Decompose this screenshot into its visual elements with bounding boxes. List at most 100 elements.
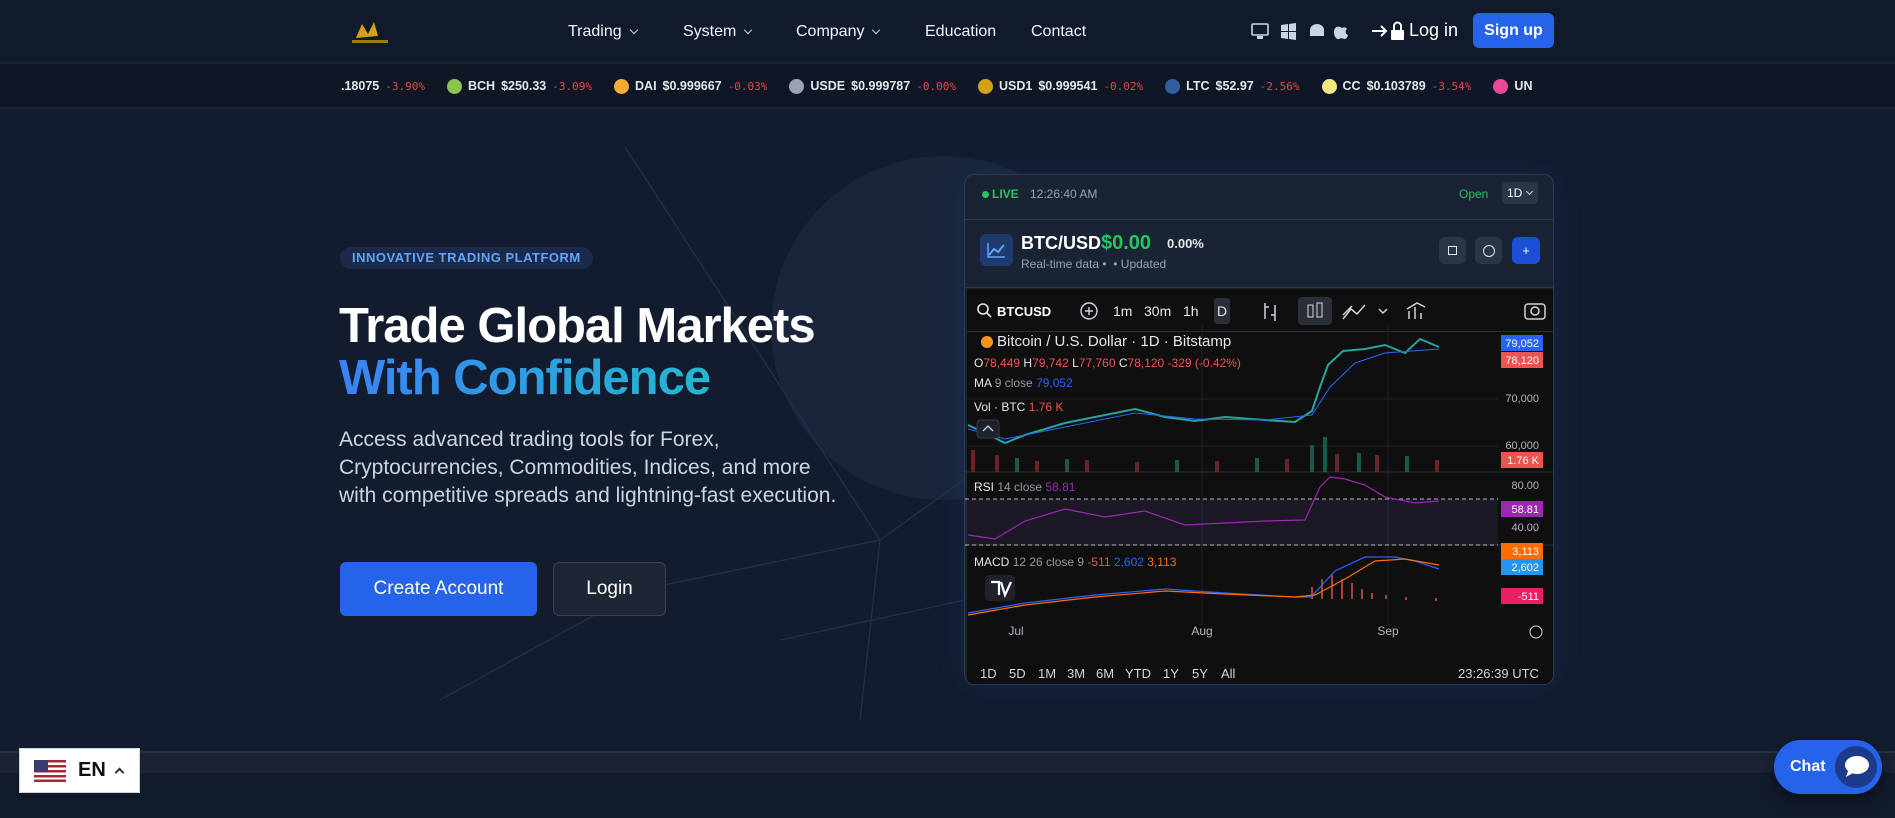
nav-chevron bbox=[872, 25, 881, 35]
login-button[interactable]: Login bbox=[553, 562, 666, 616]
ticker-change: -3.54% bbox=[1431, 79, 1472, 93]
range-button[interactable]: 6M bbox=[1096, 666, 1115, 681]
vol-name: Vol · BTC bbox=[974, 400, 1026, 414]
rsi-value: 58.81 bbox=[1045, 480, 1075, 494]
ticker-symbol: USD1 bbox=[998, 79, 1033, 93]
macd-hist-tag: -511 bbox=[1518, 591, 1539, 603]
ticker-price: $250.33 bbox=[501, 79, 547, 93]
vol-value: 1.76 K bbox=[1029, 400, 1064, 414]
ticker-symbol: USDE bbox=[810, 79, 846, 93]
ticker-icon bbox=[446, 78, 462, 94]
range-button[interactable]: 1Y bbox=[1163, 666, 1179, 681]
rsi-legend: RSI 14 close 58.81 bbox=[974, 480, 1076, 494]
hero-title-accent: With Confidence bbox=[339, 351, 711, 405]
nav-chevron bbox=[629, 25, 638, 35]
nav-chevron bbox=[744, 25, 753, 35]
nav-label: System bbox=[683, 23, 737, 40]
range-button[interactable]: 5Y bbox=[1192, 666, 1208, 681]
create-account-button[interactable]: Create Account bbox=[340, 562, 537, 616]
ticker-price: $0.999667 bbox=[662, 79, 722, 93]
macd-name: MACD bbox=[974, 555, 1010, 569]
add-button[interactable]: + bbox=[1512, 237, 1540, 264]
interval-button[interactable]: 1m bbox=[1113, 303, 1133, 319]
ohlc-key: C bbox=[1119, 356, 1128, 370]
market-status: Open bbox=[1459, 187, 1489, 201]
macd-tag: 2,602 bbox=[1511, 562, 1539, 574]
range-button[interactable]: 1M bbox=[1038, 666, 1057, 681]
ticker-icon bbox=[1493, 78, 1509, 94]
ticker-item: UN bbox=[1493, 78, 1533, 94]
ohlc-key: H bbox=[1023, 356, 1032, 370]
interval-select[interactable]: 1D bbox=[1502, 182, 1538, 204]
price-axis-label: 70,000 bbox=[1505, 393, 1539, 405]
ma-name: MA bbox=[974, 376, 992, 390]
pair-icon bbox=[980, 234, 1013, 266]
ohlc-key: L bbox=[1072, 356, 1079, 370]
interval-value: 1D bbox=[1507, 186, 1523, 200]
chat-button[interactable]: Chat bbox=[1774, 740, 1882, 794]
ticker-icon bbox=[1321, 78, 1337, 94]
nav-label: Company bbox=[796, 23, 865, 40]
range-button[interactable]: 5D bbox=[1009, 666, 1026, 681]
interval-button[interactable]: D bbox=[1214, 298, 1231, 324]
widget-time: 12:26:40 AM bbox=[1030, 187, 1098, 201]
chat-label: Chat bbox=[1790, 758, 1826, 775]
nav-item[interactable]: Company bbox=[796, 23, 881, 41]
ohlc-change: -329 (-0.42%) bbox=[1168, 356, 1241, 370]
nav-item[interactable]: Contact bbox=[1031, 23, 1086, 41]
rsi-axis-label: 80.00 bbox=[1511, 480, 1539, 492]
nav-item[interactable]: Education bbox=[925, 23, 996, 41]
target-button[interactable] bbox=[1475, 237, 1502, 264]
vol-legend: Vol · BTC 1.76 K bbox=[974, 400, 1063, 414]
logo[interactable] bbox=[348, 16, 394, 48]
nav-item[interactable]: Trading bbox=[568, 23, 638, 41]
macd-signal: 3,113 bbox=[1147, 555, 1176, 569]
ticker-price: $0.103789 bbox=[1366, 79, 1426, 93]
toolbar-icons bbox=[1264, 297, 1546, 325]
range-button[interactable]: YTD bbox=[1125, 666, 1151, 681]
range-button[interactable]: 1D bbox=[980, 666, 997, 681]
month-label: Aug bbox=[1191, 624, 1212, 638]
rsi-params: 14 close bbox=[997, 480, 1042, 494]
range-button[interactable]: All bbox=[1221, 666, 1236, 681]
signup-button[interactable]: Sign up bbox=[1473, 13, 1554, 48]
tradingview-chart: BTCUSD 1m 30m 1h D bbox=[967, 289, 1553, 684]
live-dot bbox=[982, 191, 989, 198]
range-button[interactable]: 3M bbox=[1067, 666, 1086, 681]
login-link[interactable]: Log in bbox=[1409, 20, 1459, 40]
month-label: Sep bbox=[1377, 624, 1399, 638]
ticker-change: -2.56% bbox=[1259, 79, 1300, 93]
updated-text: Updated bbox=[1120, 257, 1167, 271]
login-icon[interactable] bbox=[1370, 20, 1408, 42]
pair-price: $0.00 bbox=[1101, 232, 1152, 254]
ohlc-value: 79,742 bbox=[1032, 356, 1069, 370]
ticker-item: CC $0.103789 -3.54% bbox=[1321, 78, 1472, 94]
interval-button[interactable]: 30m bbox=[1144, 303, 1172, 319]
ma-tag: 79,052 bbox=[1505, 338, 1539, 350]
ticker-symbol: BCH bbox=[467, 79, 496, 93]
square-button[interactable] bbox=[1439, 237, 1466, 264]
ticker-icon bbox=[789, 78, 805, 94]
price-chart: Bitcoin / U.S. Dollar · 1D · BitstampO78… bbox=[965, 325, 1553, 639]
nav-item[interactable]: System bbox=[683, 23, 753, 41]
macd-line: 2,602 bbox=[1114, 555, 1144, 569]
ticker-icon bbox=[1165, 78, 1181, 94]
interval-button[interactable]: 1h bbox=[1183, 303, 1199, 319]
ticker-change: -0.02% bbox=[1103, 79, 1144, 93]
language-switcher[interactable]: EN bbox=[19, 748, 140, 793]
ticker-item: BCH $250.33 -3.09% bbox=[446, 78, 592, 94]
macd-legend: MACD 12 26 close 9 -511 2,602 3,113 bbox=[974, 555, 1177, 569]
ticker-icon bbox=[977, 78, 993, 94]
realtime-text: Real-time data bbox=[1021, 257, 1100, 271]
symbol-search[interactable]: BTCUSD bbox=[997, 304, 1052, 319]
ticker-symbol: UN bbox=[1514, 79, 1533, 93]
rsi-axis-label: 40.00 bbox=[1511, 522, 1539, 534]
hero-description: Access advanced trading tools for Forex,… bbox=[339, 428, 837, 507]
ticker-item: USD1 $0.999541 -0.02% bbox=[977, 78, 1144, 94]
ticker-item: DAI $0.999667 -0.03% bbox=[614, 78, 767, 94]
language-code: EN bbox=[78, 759, 106, 781]
macd-params: 12 26 close 9 bbox=[1013, 555, 1085, 569]
ohlc-value: 78,449 bbox=[983, 356, 1020, 370]
rsi-name: RSI bbox=[974, 480, 994, 494]
ticker-change: -0.00% bbox=[916, 79, 956, 93]
